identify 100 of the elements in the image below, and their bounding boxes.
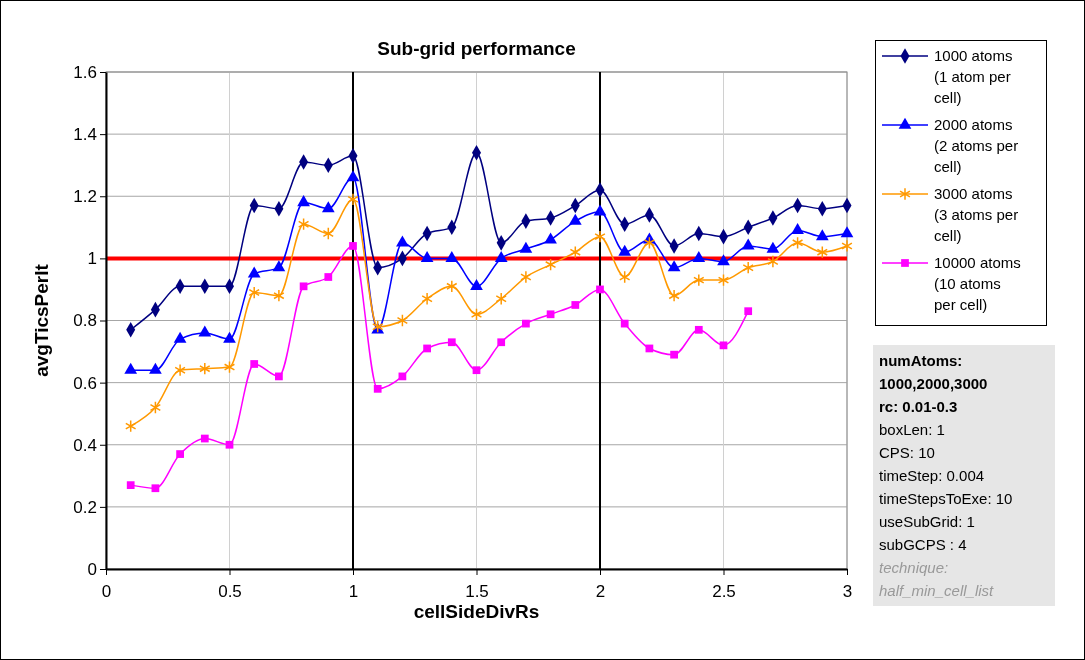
point	[594, 230, 606, 244]
point	[396, 314, 409, 327]
text: technique: half_min_cell_list	[879, 558, 995, 601]
x-tick-label: 0	[101, 581, 112, 601]
point	[272, 260, 286, 272]
text: timeStepsToExe: 10	[879, 489, 1014, 509]
text: boxLen: 1	[879, 420, 946, 440]
point	[420, 251, 434, 263]
point	[324, 273, 333, 281]
point	[522, 319, 530, 328]
y-tick-label: 0	[87, 559, 97, 579]
point	[446, 279, 458, 293]
point	[791, 223, 804, 235]
point	[519, 241, 533, 253]
point	[472, 366, 481, 375]
point	[250, 360, 259, 368]
legend-label: 10000 atoms (10 atoms per cell)	[934, 253, 1022, 315]
x-tick-label: 3	[842, 581, 853, 601]
point	[495, 292, 507, 306]
point	[125, 419, 137, 433]
point	[299, 282, 308, 291]
point	[373, 384, 382, 393]
text: timeStep: 0.004	[879, 466, 986, 486]
point	[198, 325, 212, 337]
point	[297, 217, 310, 231]
y-axis-title: avgTicsPerIt	[31, 263, 52, 377]
point	[470, 278, 483, 290]
text: useSubGrid: 1	[879, 512, 976, 532]
point	[349, 242, 357, 250]
x-tick-label: 2	[595, 581, 606, 601]
x-tick-label: 0.5	[218, 581, 242, 601]
point	[544, 258, 557, 271]
y-tick-label: 0.6	[73, 373, 97, 393]
point	[766, 241, 780, 253]
point	[619, 270, 631, 284]
point	[297, 195, 310, 207]
point	[618, 244, 632, 256]
legend-label: 1000 atoms (1 atom per cell)	[934, 46, 1014, 108]
point	[494, 251, 508, 263]
point	[174, 363, 186, 377]
point	[546, 310, 555, 319]
point	[421, 292, 433, 306]
point	[667, 260, 681, 272]
point	[423, 344, 431, 353]
point	[447, 338, 456, 347]
x-tick-label: 1.5	[465, 581, 489, 601]
point	[225, 440, 234, 449]
text: CPS: 10	[879, 443, 936, 463]
point	[176, 450, 184, 458]
x-axis-title: cellSideDivRs	[413, 601, 540, 622]
point	[791, 236, 804, 250]
point	[620, 319, 629, 328]
point	[223, 331, 236, 343]
y-tick-label: 0.4	[73, 435, 97, 455]
point	[593, 204, 607, 216]
y-tick-label: 1.6	[73, 62, 97, 82]
point	[173, 331, 187, 343]
point	[742, 261, 754, 275]
x-tick-label: 1	[348, 581, 359, 601]
point	[841, 239, 853, 253]
point	[643, 236, 656, 250]
point	[693, 273, 705, 287]
point	[596, 285, 604, 294]
point	[322, 227, 334, 240]
point	[670, 350, 678, 359]
point	[151, 484, 160, 493]
point	[520, 270, 532, 284]
point	[248, 286, 260, 299]
point	[470, 307, 483, 321]
point	[223, 360, 236, 374]
y-tick-label: 1.2	[73, 187, 97, 207]
point	[126, 481, 135, 489]
point	[767, 255, 779, 268]
point	[149, 362, 162, 374]
point	[199, 362, 211, 376]
point	[149, 401, 162, 414]
point	[347, 192, 359, 206]
point	[717, 273, 730, 287]
text: subGCPS : 4	[879, 535, 968, 555]
point	[692, 251, 706, 263]
point	[346, 170, 360, 182]
point	[719, 341, 728, 350]
point	[741, 238, 755, 250]
point	[569, 245, 581, 259]
point	[668, 289, 680, 303]
point	[571, 301, 580, 309]
chart-title: Sub-grid performance	[377, 38, 576, 59]
point	[717, 254, 730, 266]
y-tick-label: 1.4	[73, 125, 97, 145]
point	[497, 338, 506, 347]
point	[744, 307, 753, 316]
point	[694, 325, 703, 334]
y-tick-label: 1	[87, 249, 97, 269]
point	[816, 245, 828, 259]
legend-label: 3000 atoms (3 atoms per cell)	[934, 184, 1020, 246]
point	[273, 289, 285, 303]
point	[200, 434, 209, 443]
point	[124, 362, 138, 374]
y-tick-label: 0.8	[73, 311, 97, 331]
point	[568, 213, 582, 225]
